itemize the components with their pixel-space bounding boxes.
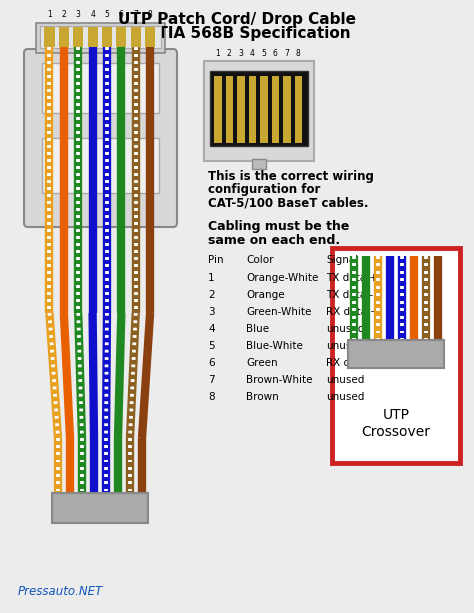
Text: same on each end.: same on each end. <box>208 234 340 247</box>
Text: 5: 5 <box>105 10 109 19</box>
Text: 7: 7 <box>208 375 215 385</box>
Text: Cabling must be the: Cabling must be the <box>208 220 349 233</box>
Bar <box>52 493 148 523</box>
Text: 1: 1 <box>216 49 220 58</box>
Text: RX data -: RX data - <box>326 358 374 368</box>
Text: Green: Green <box>246 358 278 368</box>
Bar <box>131 27 141 47</box>
Text: CAT-5/100 BaseT cables.: CAT-5/100 BaseT cables. <box>208 196 368 209</box>
Bar <box>42 138 159 193</box>
Text: 3: 3 <box>76 10 81 19</box>
Text: 6: 6 <box>273 49 278 58</box>
Bar <box>237 76 245 143</box>
Bar <box>252 159 266 169</box>
Text: Blue: Blue <box>246 324 269 334</box>
Text: 2: 2 <box>62 10 66 19</box>
Text: 4: 4 <box>208 324 215 334</box>
Text: Pressauto.NET: Pressauto.NET <box>18 585 103 598</box>
Text: Brown-White: Brown-White <box>246 375 312 385</box>
Text: TX data +: TX data + <box>326 273 378 283</box>
Bar <box>88 27 98 47</box>
Text: 2: 2 <box>208 290 215 300</box>
Text: unused: unused <box>326 341 365 351</box>
Bar <box>332 248 460 463</box>
Text: 4: 4 <box>90 10 95 19</box>
Text: EIA/TIA 568B Specification: EIA/TIA 568B Specification <box>124 26 350 41</box>
Text: 6: 6 <box>119 10 124 19</box>
Bar <box>226 76 233 143</box>
Bar <box>249 76 256 143</box>
Bar <box>52 503 148 523</box>
Text: 1: 1 <box>47 10 52 19</box>
Text: 3: 3 <box>238 49 243 58</box>
Text: 5: 5 <box>261 49 266 58</box>
Bar <box>295 76 302 143</box>
Bar <box>210 71 308 146</box>
Bar <box>260 76 268 143</box>
Bar <box>348 340 444 368</box>
Text: Signal: Signal <box>326 255 358 265</box>
Text: unused: unused <box>326 375 365 385</box>
Bar <box>36 23 165 53</box>
Text: Crossover: Crossover <box>362 425 430 439</box>
Text: 6: 6 <box>208 358 215 368</box>
Bar <box>214 76 222 143</box>
Text: unused: unused <box>326 392 365 402</box>
Text: Blue-White: Blue-White <box>246 341 303 351</box>
Text: RX data +: RX data + <box>326 307 379 317</box>
Text: 4: 4 <box>250 49 255 58</box>
Text: 8: 8 <box>148 10 153 19</box>
Text: UTP Patch Cord/ Drop Cable: UTP Patch Cord/ Drop Cable <box>118 12 356 27</box>
Text: UTP: UTP <box>383 408 410 422</box>
FancyBboxPatch shape <box>24 49 177 227</box>
Bar <box>272 76 279 143</box>
Text: Orange: Orange <box>246 290 284 300</box>
Text: 3: 3 <box>208 307 215 317</box>
Text: This is the correct wiring: This is the correct wiring <box>208 170 374 183</box>
Text: 8: 8 <box>208 392 215 402</box>
Text: Brown: Brown <box>246 392 279 402</box>
Bar <box>348 350 444 368</box>
Text: Green-White: Green-White <box>246 307 311 317</box>
Bar <box>73 27 83 47</box>
Bar <box>283 76 291 143</box>
Text: Pin: Pin <box>208 255 224 265</box>
Text: 7: 7 <box>133 10 138 19</box>
Bar <box>204 61 314 161</box>
Text: 5: 5 <box>208 341 215 351</box>
Bar <box>145 27 155 47</box>
Text: 8: 8 <box>296 49 301 58</box>
Text: 1: 1 <box>208 273 215 283</box>
Text: unused: unused <box>326 324 365 334</box>
Text: 7: 7 <box>284 49 289 58</box>
Bar <box>116 27 127 47</box>
Text: Orange-White: Orange-White <box>246 273 319 283</box>
Bar <box>59 27 69 47</box>
Text: 2: 2 <box>227 49 232 58</box>
Bar <box>102 27 112 47</box>
Bar <box>42 63 159 113</box>
Text: configuration for: configuration for <box>208 183 320 196</box>
Bar <box>45 27 55 47</box>
Text: Color: Color <box>246 255 273 265</box>
Bar <box>40 26 161 48</box>
Text: TX data -: TX data - <box>326 290 373 300</box>
